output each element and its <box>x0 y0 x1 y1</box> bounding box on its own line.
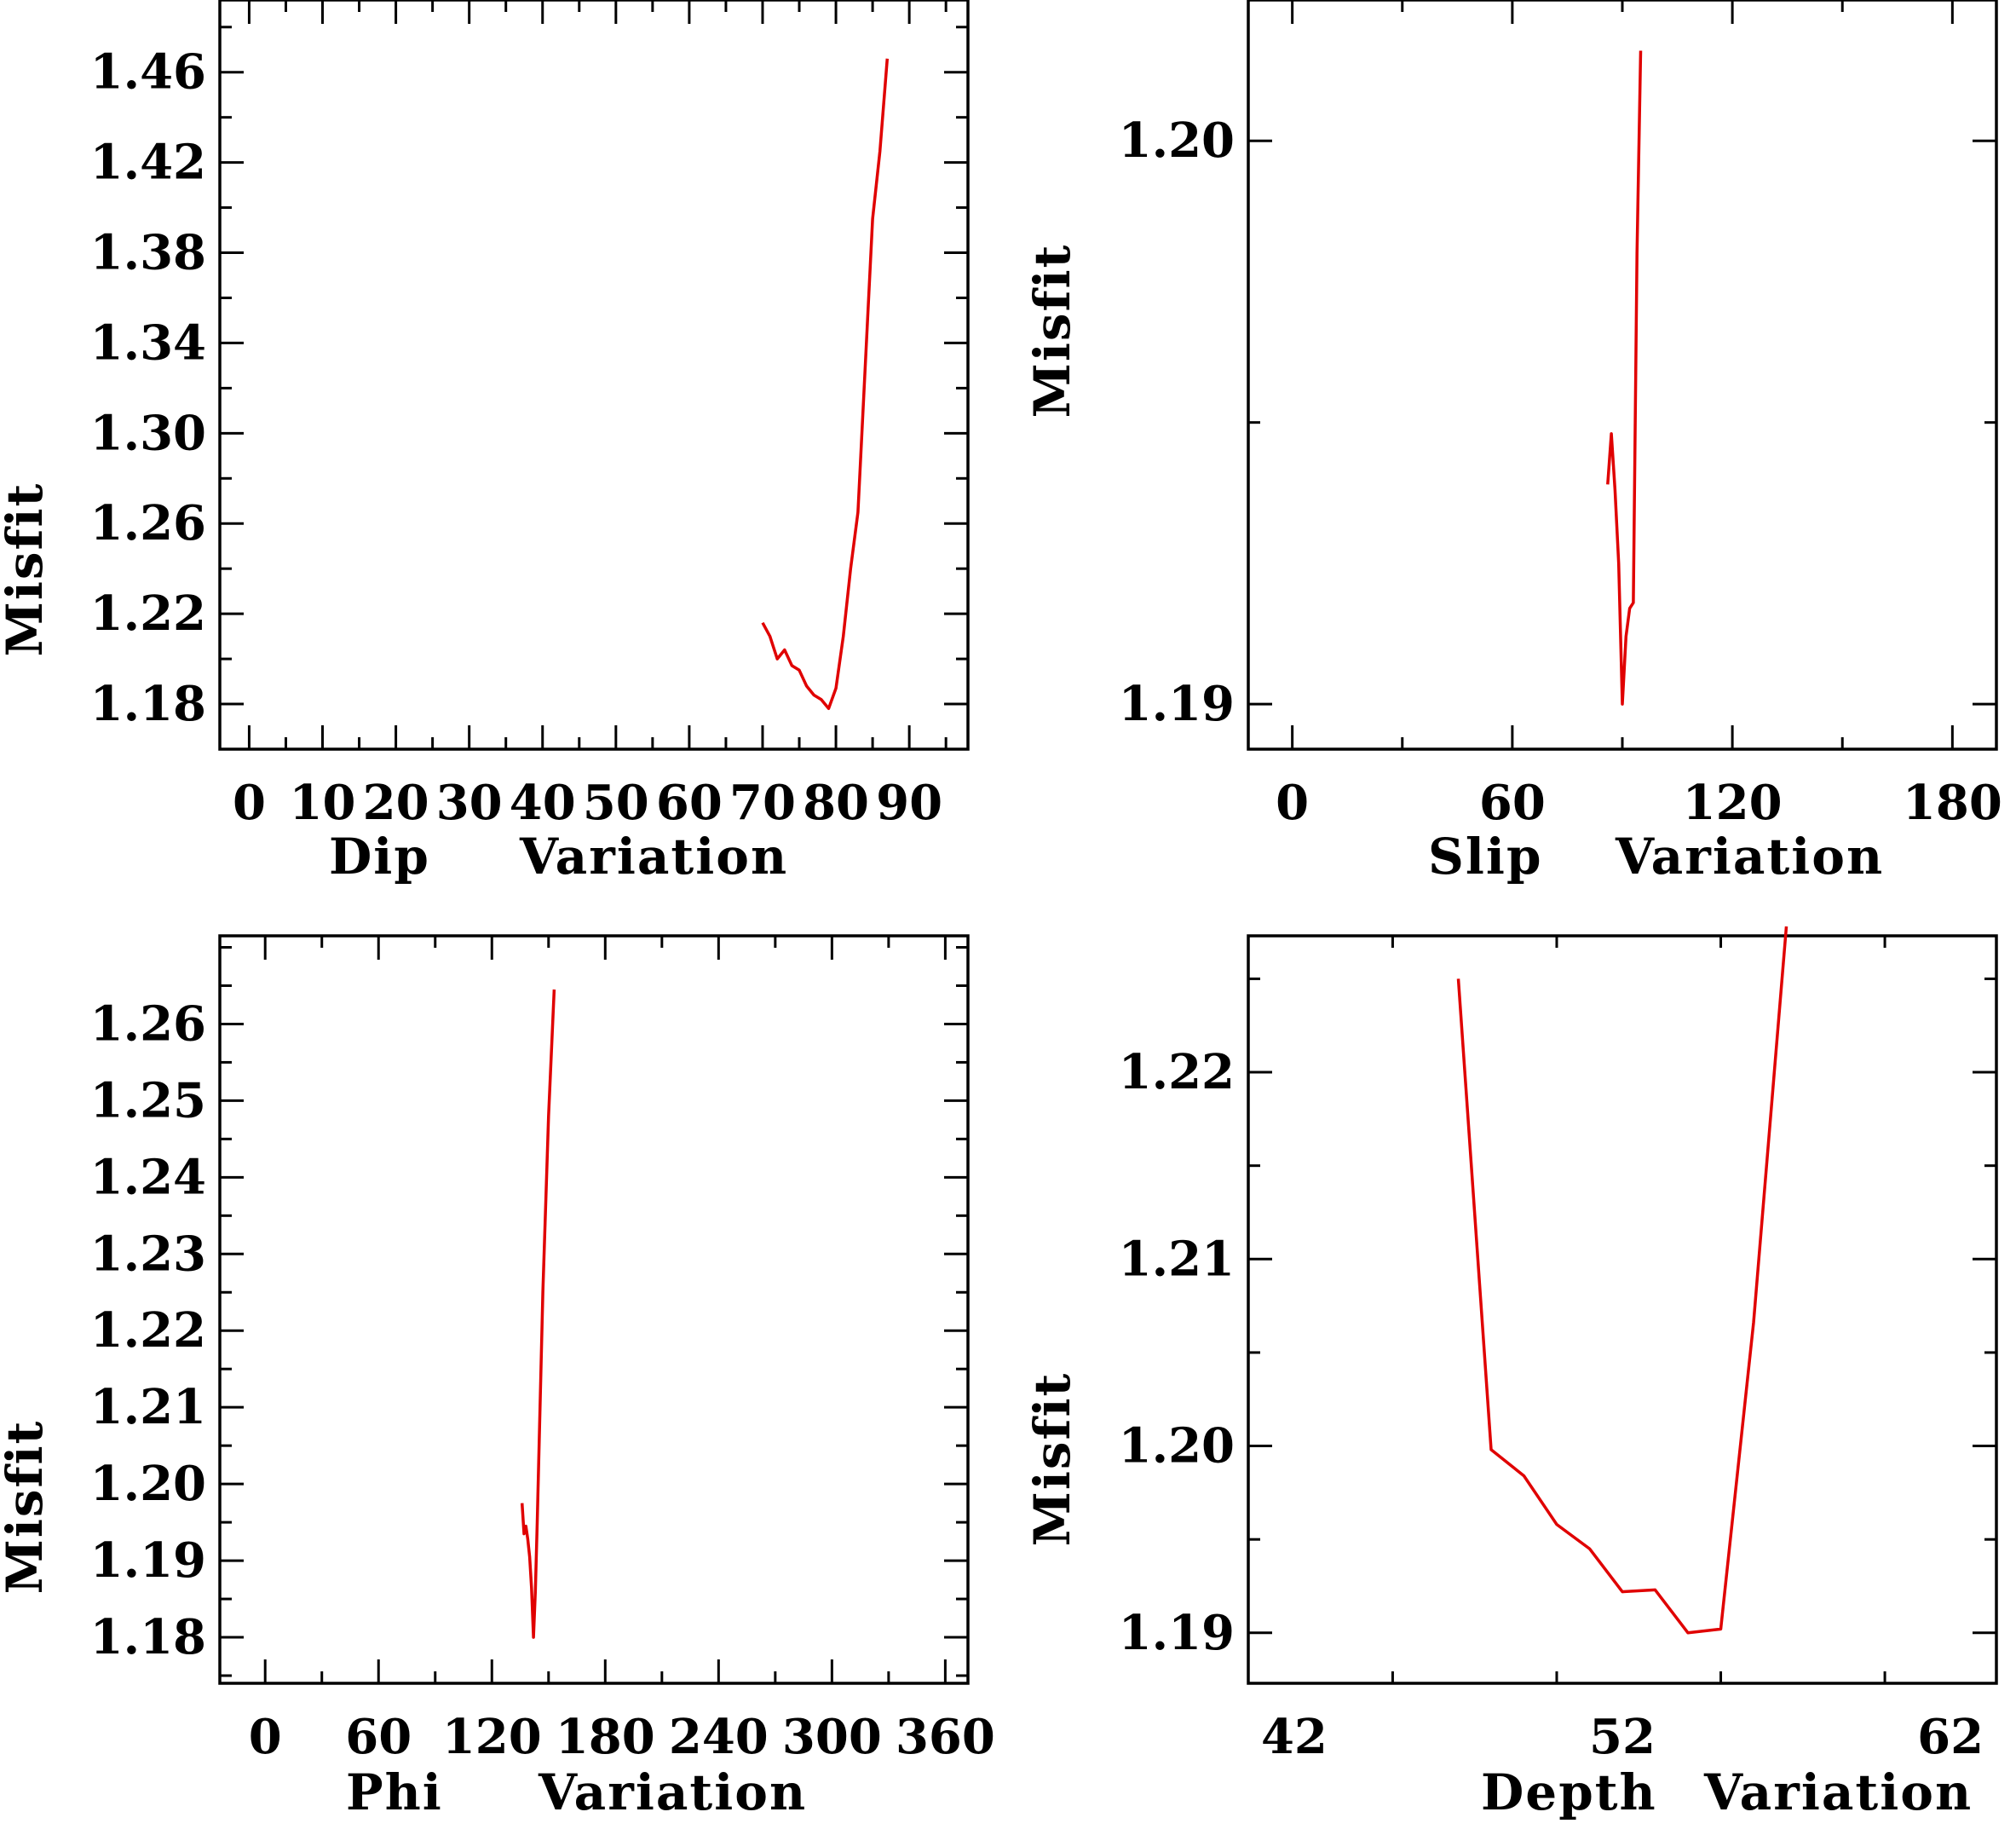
dip-x-tick-label: 60 <box>656 775 723 831</box>
dip-x-axis-title-name: Dip <box>329 828 430 886</box>
dip-x-tick-label: 70 <box>729 775 796 831</box>
dip-y-tick-label: 1.18 <box>90 676 206 732</box>
phi-plot-frame <box>218 934 970 1685</box>
depth-y-tick-label: 1.19 <box>1119 1605 1235 1661</box>
dip-x-tick-label: 10 <box>290 775 356 831</box>
slip-x-tick-label: 120 <box>1683 775 1783 831</box>
depth-y-tick-label: 1.22 <box>1119 1044 1235 1100</box>
dip-y-tick-label: 1.22 <box>90 586 206 642</box>
phi-y-tick-label: 1.25 <box>90 1072 206 1128</box>
dip-y-axis-title: Misfit <box>0 482 54 657</box>
depth-x-tick-label: 42 <box>1261 1709 1328 1765</box>
depth-x-tick-label: 52 <box>1589 1709 1656 1765</box>
dip-plot-frame <box>218 0 970 751</box>
phi-misfit-line <box>520 989 556 1639</box>
dip-x-tick-label: 0 <box>233 775 266 831</box>
dip-x-tick-label: 20 <box>363 775 429 831</box>
phi-x-axis-title-name: Phi <box>346 1763 443 1821</box>
phi-x-tick-label: 300 <box>782 1709 882 1765</box>
phi-y-tick-label: 1.26 <box>90 995 206 1052</box>
dip-x-tick-label: 50 <box>583 775 649 831</box>
panel-slip: 0 60 120 180 1.19 1.20 Slip Variation Misfit <box>1023 0 2002 886</box>
depth-plot-frame <box>1247 934 1998 1685</box>
phi-y-tick-label: 1.20 <box>90 1456 206 1512</box>
phi-x-tick-label: 120 <box>442 1709 542 1765</box>
slip-x-tick-label: 180 <box>1903 775 2002 831</box>
phi-y-tick-label: 1.23 <box>90 1226 206 1282</box>
slip-y-axis-title: Misfit <box>1023 244 1081 418</box>
slip-x-tick-label: 60 <box>1479 775 1546 831</box>
phi-x-tick-label: 60 <box>345 1709 412 1765</box>
dip-y-tick-label: 1.42 <box>90 135 206 191</box>
dip-x-tick-label: 90 <box>876 775 942 831</box>
depth-y-tick-label: 1.21 <box>1119 1231 1235 1287</box>
phi-x-axis-title-variation: Variation <box>538 1763 807 1821</box>
phi-y-tick-label: 1.22 <box>90 1302 206 1359</box>
phi-y-tick-label: 1.24 <box>90 1149 206 1205</box>
panel-depth: 42 52 62 1.19 1.20 1.21 1.22 Depth Variation Misf… <box>1023 926 1998 1821</box>
phi-y-axis-title: Misfit <box>0 1420 54 1595</box>
depth-y-axis-title: Misfit <box>1023 1372 1081 1547</box>
dip-misfit-line <box>761 58 890 711</box>
depth-x-axis-title-name: Depth <box>1481 1763 1657 1821</box>
dip-y-tick-label: 1.34 <box>90 314 206 371</box>
slip-plot-frame <box>1247 0 1998 751</box>
slip-misfit-line <box>1606 50 1643 706</box>
dip-x-tick-label: 40 <box>510 775 576 831</box>
dip-x-axis-title-variation: Variation <box>519 828 788 886</box>
phi-y-tick-label: 1.18 <box>90 1609 206 1665</box>
slip-y-tick-label: 1.20 <box>1119 113 1235 169</box>
dip-x-tick-label: 30 <box>436 775 503 831</box>
panel-phi: 0 60 120 180 240 300 360 1.18 1.19 1.20 1.21 1.22 1.… <box>0 934 995 1821</box>
depth-x-tick-label: 62 <box>1917 1709 1984 1765</box>
dip-y-tick-label: 1.38 <box>90 225 206 281</box>
depth-misfit-line <box>1456 926 1788 1635</box>
dip-x-tick-label: 80 <box>803 775 869 831</box>
phi-y-tick-label: 1.21 <box>90 1379 206 1435</box>
phi-y-tick-label: 1.19 <box>90 1532 206 1589</box>
slip-x-axis-title-variation: Variation <box>1615 828 1884 886</box>
phi-x-tick-label: 360 <box>896 1709 995 1765</box>
slip-x-axis-title-name: Slip <box>1428 828 1543 886</box>
phi-x-tick-label: 240 <box>669 1709 769 1765</box>
depth-x-axis-title-variation: Variation <box>1703 1763 1973 1821</box>
panel-dip: 0 10 20 30 40 50 60 70 80 90 1.18 1.22 1.26 1.30 1.34 1… <box>0 0 970 886</box>
slip-y-tick-label: 1.19 <box>1119 676 1235 732</box>
phi-x-tick-label: 0 <box>249 1709 282 1765</box>
dip-y-tick-label: 1.30 <box>90 405 206 461</box>
slip-x-tick-label: 0 <box>1276 775 1309 831</box>
dip-y-tick-label: 1.46 <box>90 44 206 101</box>
phi-x-tick-label: 180 <box>556 1709 655 1765</box>
depth-y-tick-label: 1.20 <box>1119 1418 1235 1474</box>
dip-y-tick-label: 1.26 <box>90 495 206 551</box>
